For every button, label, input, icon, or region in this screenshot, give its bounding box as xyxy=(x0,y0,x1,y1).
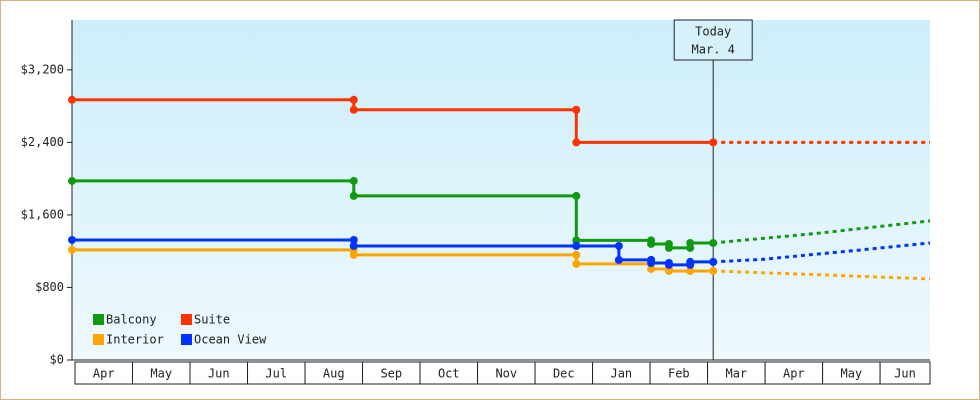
price-point xyxy=(572,250,581,259)
plot-background xyxy=(72,20,930,360)
x-tick-label: May xyxy=(840,367,862,381)
price-point xyxy=(68,245,76,254)
price-point xyxy=(614,241,623,250)
price-point xyxy=(68,176,76,185)
price-point xyxy=(614,255,623,264)
price-point xyxy=(686,266,695,275)
y-tick-label: $3,200 xyxy=(21,62,64,76)
x-tick-label: May xyxy=(150,367,172,381)
forecast-line xyxy=(713,219,931,245)
x-tick-label: Jun xyxy=(894,367,916,381)
legend-label: Suite xyxy=(194,313,230,327)
price-point xyxy=(349,235,358,244)
price-point xyxy=(349,241,358,250)
price-point xyxy=(572,241,581,250)
price-point xyxy=(709,266,718,275)
forecast-line xyxy=(713,269,931,281)
price-point xyxy=(349,105,358,114)
price-point xyxy=(664,260,673,269)
legend-label: Balcony xyxy=(106,313,157,327)
price-point xyxy=(647,264,656,273)
price-line xyxy=(72,98,714,144)
x-tick-label: Sep xyxy=(380,367,402,381)
legend-swatch xyxy=(181,334,192,345)
price-point xyxy=(709,239,718,248)
x-tick-label: Apr xyxy=(783,367,805,381)
y-tick-label: $800 xyxy=(35,280,64,294)
price-point xyxy=(647,258,656,267)
price-point xyxy=(664,266,673,275)
price-point xyxy=(68,235,76,244)
x-tick-label: Aug xyxy=(323,367,345,381)
legend: Balcony Suite Interior Ocean View xyxy=(93,313,267,347)
x-tick-label: Jan xyxy=(610,367,632,381)
legend-label: Ocean View xyxy=(194,333,267,347)
price-point xyxy=(572,105,581,114)
x-tick-label: Jul xyxy=(265,367,287,381)
price-point xyxy=(709,138,718,147)
today-label: Today xyxy=(695,25,731,39)
today-box xyxy=(673,19,753,61)
x-tick-label: Feb xyxy=(668,367,690,381)
month-box xyxy=(879,361,931,385)
price-point xyxy=(349,95,358,104)
price-point xyxy=(572,259,581,268)
x-tick-label: Dec xyxy=(553,367,575,381)
legend-swatch xyxy=(93,334,104,345)
price-point xyxy=(709,257,718,266)
today-label: Mar. 4 xyxy=(692,43,735,57)
legend-swatch xyxy=(181,314,192,325)
y-tick-label: $2,400 xyxy=(21,135,64,149)
price-point xyxy=(572,138,581,147)
price-point xyxy=(572,191,581,200)
forecast-line xyxy=(713,241,931,264)
y-tick-label: $1,600 xyxy=(21,207,64,221)
x-tick-label: Apr xyxy=(93,367,115,381)
price-point xyxy=(68,95,76,104)
x-tick-label: Oct xyxy=(438,367,460,381)
legend-label: Interior xyxy=(106,333,164,347)
legend-swatch xyxy=(93,314,104,325)
price-point xyxy=(349,191,358,200)
price-point xyxy=(664,243,673,252)
y-tick-label: $0 xyxy=(50,353,64,367)
x-tick-label: Mar xyxy=(725,367,747,381)
price-point xyxy=(349,250,358,259)
x-tick-label: Jun xyxy=(208,367,230,381)
price-point xyxy=(686,239,695,248)
x-tick-label: Nov xyxy=(495,367,517,381)
price-point xyxy=(349,176,358,185)
price-point xyxy=(572,236,581,245)
price-point xyxy=(647,239,656,248)
price-point xyxy=(686,257,695,266)
